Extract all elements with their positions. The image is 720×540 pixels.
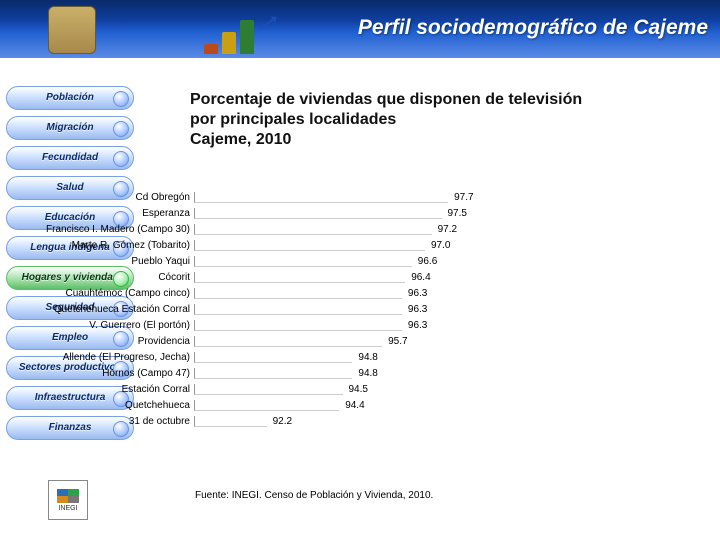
chart-row-label: Cuauhtémoc (Campo cinco) xyxy=(10,288,190,299)
chart-row-label: Providencia xyxy=(10,336,190,347)
chart-value: 96.4 xyxy=(411,272,430,283)
chart-row: Hornos (Campo 47)94.8 xyxy=(150,366,710,382)
chart-bar xyxy=(194,272,405,283)
chart-title-l1: Porcentaje de viviendas que disponen de … xyxy=(190,91,582,108)
chart-title: Porcentaje de viviendas que disponen de … xyxy=(190,90,670,150)
chart-value: 97.7 xyxy=(454,192,473,203)
chart-row-label: Estación Corral xyxy=(10,384,190,395)
chart-value: 97.0 xyxy=(431,240,450,251)
chart-value: 97.5 xyxy=(448,208,467,219)
chart-bar xyxy=(194,304,402,315)
chart-row: Estación Corral94.5 xyxy=(150,382,710,398)
chart-bar xyxy=(194,208,442,219)
chart-value: 95.7 xyxy=(388,336,407,347)
chart-row-label: Allende (El Progreso, Jecha) xyxy=(10,352,190,363)
content: Porcentaje de viviendas que disponen de … xyxy=(150,70,710,500)
chart-row: Marte R. Gómez (Tobarito)97.0 xyxy=(150,238,710,254)
chart-row-label: V. Guerrero (El portón) xyxy=(10,320,190,331)
chart-row: 31 de octubre92.2 xyxy=(150,414,710,430)
chart-bar xyxy=(194,416,267,427)
chart-row: Esperanza97.5 xyxy=(150,206,710,222)
inegi-label: INEGI xyxy=(58,505,77,512)
bars3d-icon xyxy=(204,18,274,54)
chart-value: 96.6 xyxy=(418,256,437,267)
chart-row: Pueblo Yaqui96.6 xyxy=(150,254,710,270)
chart-row-label: Cócorit xyxy=(10,272,190,283)
chart-bar xyxy=(194,192,448,203)
chart-value: 94.5 xyxy=(349,384,368,395)
chart-row-label: Pueblo Yaqui xyxy=(10,256,190,267)
chart-value: 94.8 xyxy=(358,352,377,363)
chart-row: V. Guerrero (El portón)96.3 xyxy=(150,318,710,334)
chart-row: Cuauhtémoc (Campo cinco)96.3 xyxy=(150,286,710,302)
chart-value: 92.2 xyxy=(273,416,292,427)
chart-bar xyxy=(194,256,412,267)
sidebar-item-2[interactable]: Fecundidad xyxy=(6,146,134,170)
chart-value: 97.2 xyxy=(438,224,457,235)
chart-value: 96.3 xyxy=(408,320,427,331)
crest-icon xyxy=(48,6,96,54)
chart-value: 96.3 xyxy=(408,304,427,315)
chart-bar xyxy=(194,352,352,363)
chart-bar xyxy=(194,240,425,251)
chart-row-label: Hornos (Campo 47) xyxy=(10,368,190,379)
chart-row-label: Esperanza xyxy=(10,208,190,219)
chart-row-label: Marte R. Gómez (Tobarito) xyxy=(10,240,190,251)
page-title: Perfil sociodemográfico de Cajeme xyxy=(358,16,708,40)
chart: Cd Obregón97.7Esperanza97.5Francisco I. … xyxy=(150,190,710,450)
source-text: Fuente: INEGI. Censo de Población y Vivi… xyxy=(195,490,433,501)
chart-row-label: Quetchehueca Estación Corral xyxy=(10,304,190,315)
chart-row: Providencia95.7 xyxy=(150,334,710,350)
chart-row: Quetchehueca94.4 xyxy=(150,398,710,414)
chart-value: 94.4 xyxy=(345,400,364,411)
header: Perfil sociodemográfico de Cajeme xyxy=(0,0,720,60)
sidebar-item-1[interactable]: Migración xyxy=(6,116,134,140)
chart-row: Quetchehueca Estación Corral96.3 xyxy=(150,302,710,318)
sidebar-item-0[interactable]: Población xyxy=(6,86,134,110)
chart-bar xyxy=(194,336,382,347)
chart-bar xyxy=(194,224,432,235)
chart-row: Francisco I. Madero (Campo 30)97.2 xyxy=(150,222,710,238)
chart-row: Cd Obregón97.7 xyxy=(150,190,710,206)
chart-row-label: Quetchehueca xyxy=(10,400,190,411)
chart-title-l2: por principales localidades xyxy=(190,111,396,128)
inegi-logo: INEGI xyxy=(48,480,88,520)
chart-row-label: Cd Obregón xyxy=(10,192,190,203)
chart-bar xyxy=(194,288,402,299)
chart-bar xyxy=(194,400,339,411)
chart-bar xyxy=(194,384,343,395)
chart-title-l3: Cajeme, 2010 xyxy=(190,131,291,148)
chart-value: 94.8 xyxy=(358,368,377,379)
chart-row-label: 31 de octubre xyxy=(10,416,190,427)
chart-bar xyxy=(194,368,352,379)
chart-row: Cócorit96.4 xyxy=(150,270,710,286)
chart-bar xyxy=(194,320,402,331)
chart-row: Allende (El Progreso, Jecha)94.8 xyxy=(150,350,710,366)
chart-row-label: Francisco I. Madero (Campo 30) xyxy=(10,224,190,235)
chart-value: 96.3 xyxy=(408,288,427,299)
